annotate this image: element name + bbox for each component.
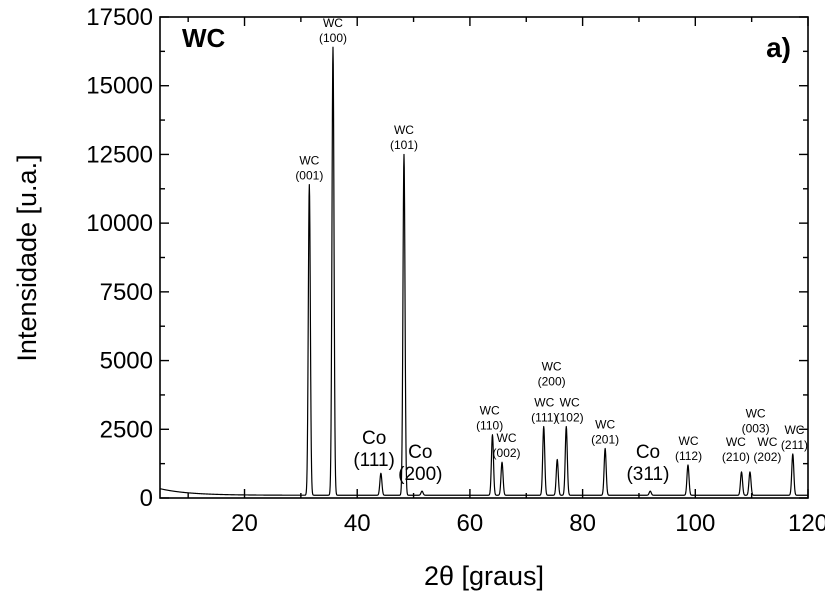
peak-hkl-label: (003) — [742, 421, 770, 435]
peak-hkl-label: (111) — [353, 450, 395, 471]
peak-label: WC(210) — [722, 435, 750, 464]
chart-title: WC — [182, 23, 226, 53]
peak-phase-label: WC — [534, 395, 554, 409]
peak-phase-label: WC — [560, 395, 580, 409]
peak-phase-label: Co — [408, 442, 432, 463]
x-tick-label: 80 — [569, 510, 596, 537]
y-axis-ticks: 0 2500 5000 7500 10000 12500 15000 17500 — [86, 4, 808, 512]
peak-hkl-label: (200) — [398, 464, 442, 485]
peak-hkl-label: (001) — [295, 168, 323, 182]
x-axis-title: 2θ [graus] — [424, 561, 544, 591]
y-tick-label: 17500 — [86, 4, 153, 31]
y-tick-label: 10000 — [86, 210, 153, 237]
peak-label: WC(100) — [319, 16, 347, 45]
y-tick-label: 5000 — [100, 348, 153, 375]
series-group — [159, 46, 809, 496]
peak-label: WC(112) — [675, 434, 702, 463]
peak-phase-label: WC — [323, 16, 343, 30]
y-tick-label: 7500 — [100, 279, 153, 306]
peak-hkl-label: (002) — [493, 446, 521, 460]
peak-label: WC(200) — [538, 360, 566, 389]
x-tick-label: 120 — [788, 510, 825, 537]
peak-phase-label: WC — [679, 434, 699, 448]
peak-phase-label: Co — [362, 428, 386, 449]
peak-hkl-label: (311) — [626, 464, 669, 485]
peak-phase-label: WC — [394, 123, 414, 137]
peak-label: WC(202) — [753, 435, 781, 464]
peak-hkl-label: (200) — [538, 375, 566, 389]
peak-label: WC(201) — [591, 417, 619, 446]
y-tick-label: 2500 — [100, 416, 153, 443]
x-axis-ticks: 20 40 60 80 100 120 — [187, 17, 825, 537]
peak-hkl-label: (201) — [591, 432, 619, 446]
panel-label: a) — [766, 32, 791, 63]
peak-phase-label: WC — [497, 431, 517, 445]
peak-hkl-label: (100) — [319, 31, 347, 45]
peak-hkl-label: (202) — [753, 450, 781, 464]
peak-label: WC(102) — [556, 395, 584, 424]
peak-hkl-label: (210) — [722, 450, 750, 464]
peak-label: WC(002) — [493, 431, 521, 460]
peak-phase-label: WC — [595, 417, 615, 431]
peak-label: WC(111) — [531, 395, 557, 424]
peak-hkl-label: (102) — [556, 410, 584, 424]
x-tick-label: 100 — [675, 510, 715, 537]
peak-hkl-label: (110) — [476, 419, 503, 433]
peak-label: Co(200) — [398, 442, 442, 485]
peak-phase-label: WC — [726, 435, 746, 449]
peak-annotations: WC(001)WC(100)WC(101)Co(111) Co(200)WC(11… — [295, 16, 808, 485]
peak-label: Co(111) — [353, 428, 395, 471]
peak-label: WC(003) — [742, 406, 770, 435]
peak-phase-label: WC — [542, 360, 562, 374]
peak-label: WC(211) — [781, 423, 808, 452]
peak-phase-label: WC — [299, 153, 319, 167]
x-tick-label: 60 — [457, 510, 484, 537]
peak-phase-label: WC — [784, 423, 804, 437]
peak-hkl-label: (112) — [675, 449, 702, 463]
x-tick-label: 20 — [231, 510, 258, 537]
y-tick-label: 0 — [140, 485, 153, 512]
y-tick-label: 15000 — [86, 73, 153, 100]
peak-label: WC(001) — [295, 153, 323, 182]
peak-hkl-label: (211) — [781, 438, 808, 452]
diffraction-pattern-line — [159, 46, 809, 496]
peak-phase-label: WC — [480, 404, 500, 418]
peak-phase-label: WC — [746, 406, 766, 420]
y-axis-title: Intensidade [u.a.] — [12, 154, 42, 361]
peak-label: WC(101) — [390, 123, 418, 152]
x-tick-label: 40 — [344, 510, 371, 537]
peak-phase-label: Co — [636, 442, 660, 463]
peak-label: WC(110) — [476, 404, 503, 433]
y-tick-label: 12500 — [86, 141, 153, 168]
peak-hkl-label: (101) — [390, 138, 418, 152]
peak-phase-label: WC — [757, 435, 777, 449]
peak-label: Co(311) — [626, 442, 669, 485]
peak-hkl-label: (111) — [531, 410, 557, 424]
